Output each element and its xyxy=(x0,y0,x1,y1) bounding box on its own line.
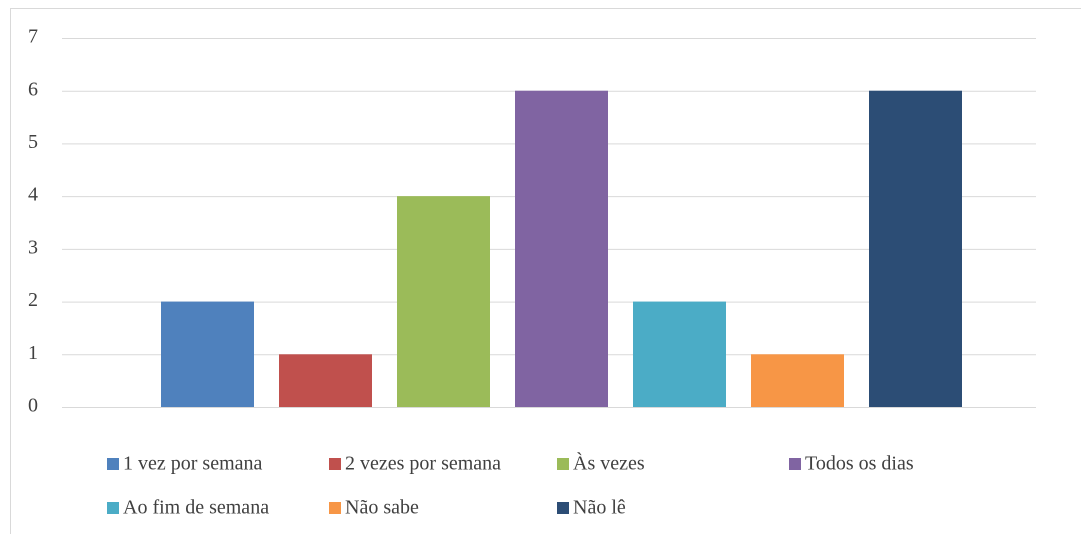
legend-label: 2 vezes por semana xyxy=(345,453,501,475)
legend-label: 1 vez por semana xyxy=(123,453,263,475)
bar xyxy=(633,301,726,407)
y-tick-label: 6 xyxy=(28,78,38,100)
legend-label: Não lê xyxy=(573,497,626,519)
y-tick-label: 7 xyxy=(28,26,38,48)
y-tick-label: 5 xyxy=(28,131,38,153)
bar xyxy=(515,90,608,407)
legend-label: Ao fim de semana xyxy=(123,497,269,519)
y-tick-label: 4 xyxy=(28,184,38,206)
y-tick-label: 3 xyxy=(28,236,38,258)
y-tick-label: 2 xyxy=(28,289,38,311)
chart-frame xyxy=(10,8,1081,534)
legend-swatch xyxy=(789,458,801,470)
bar xyxy=(397,196,490,407)
legend-swatch xyxy=(557,502,569,514)
y-tick-label: 1 xyxy=(28,342,38,364)
legend-swatch xyxy=(107,502,119,514)
legend-label: Não sabe xyxy=(345,497,419,519)
bar xyxy=(751,354,844,407)
legend-swatch xyxy=(329,458,341,470)
y-tick-label: 0 xyxy=(28,395,38,417)
legend-swatch xyxy=(329,502,341,514)
legend-label: Às vezes xyxy=(573,452,645,475)
bar xyxy=(161,301,254,407)
legend-swatch xyxy=(107,458,119,470)
legend-swatch xyxy=(557,458,569,470)
bar xyxy=(279,354,372,407)
bar xyxy=(869,90,962,407)
legend-label: Todos os dias xyxy=(805,453,914,475)
